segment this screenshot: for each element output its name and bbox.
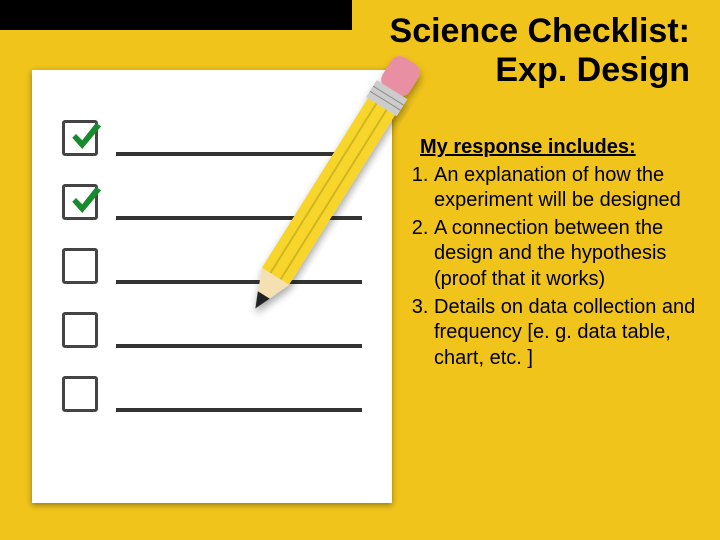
header-black-bar [0, 0, 352, 30]
title-line-1: Science Checklist: [390, 12, 690, 51]
check-row [62, 376, 362, 412]
checkbox-icon [62, 120, 98, 156]
check-row [62, 184, 362, 220]
checklist-paper [32, 70, 392, 503]
check-row [62, 248, 362, 284]
title-line-2: Exp. Design [390, 51, 690, 90]
list-item: A connection between the design and the … [434, 216, 700, 293]
check-row [62, 120, 362, 156]
checkbox-icon [62, 248, 98, 284]
checkbox-icon [62, 312, 98, 348]
slide-title: Science Checklist: Exp. Design [390, 12, 690, 90]
blank-line [116, 152, 362, 156]
content-block: My response includes: An explanation of … [410, 135, 700, 373]
check-row [62, 312, 362, 348]
blank-line [116, 344, 362, 348]
content-list: An explanation of how the experiment wil… [410, 163, 700, 372]
blank-line [116, 216, 362, 220]
blank-line [116, 280, 362, 284]
content-heading: My response includes: [420, 135, 700, 161]
checkbox-icon [62, 184, 98, 220]
checkbox-icon [62, 376, 98, 412]
list-item: Details on data collection and frequency… [434, 295, 700, 372]
list-item: An explanation of how the experiment wil… [434, 163, 700, 214]
blank-line [116, 408, 362, 412]
